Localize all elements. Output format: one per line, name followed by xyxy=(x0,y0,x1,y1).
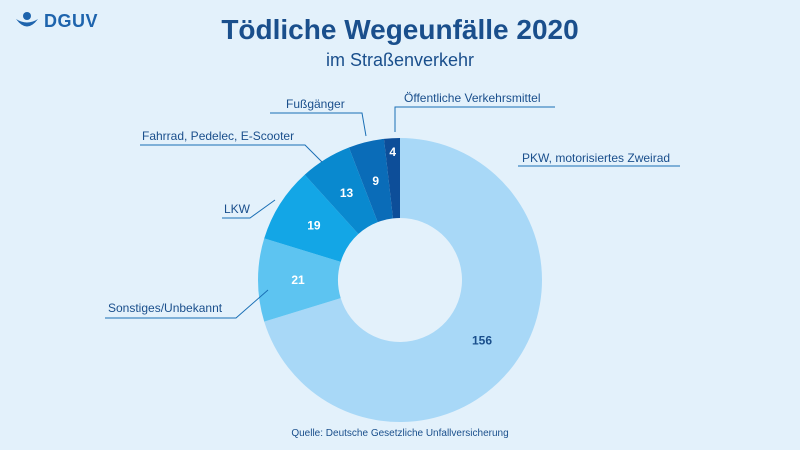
value-label-sonstiges-unbekannt: 21 xyxy=(291,273,305,287)
chart-title: Tödliche Wegeunfälle 2020 xyxy=(221,14,579,45)
leader-line-fussgaenger xyxy=(270,112,367,137)
slice-fahrrad-pedelec-e-scooter xyxy=(304,147,378,235)
category-label-fussgaenger: Fußgänger xyxy=(286,97,345,111)
logo-text: DGUV xyxy=(44,10,99,31)
leader-line-oeffentliche-verkehrsmittel xyxy=(394,106,555,132)
dguv-logo-icon xyxy=(16,12,38,27)
value-label-fussgaenger: 9 xyxy=(372,174,379,188)
value-label-lkw: 19 xyxy=(307,218,321,232)
dguv-logo: DGUV xyxy=(14,10,98,32)
slice-oeffentliche-verkehrsmittel xyxy=(383,138,400,219)
category-label-sonstiges-unbekannt: Sonstiges/Unbekannt xyxy=(108,301,223,315)
category-label-pkw-motorisiertes-zweirad: PKW, motorisiertes Zweirad xyxy=(522,151,670,165)
slice-lkw xyxy=(264,174,359,262)
chart-subtitle: im Straßenverkehr xyxy=(325,50,475,70)
leader-line-sonstiges-unbekannt xyxy=(105,289,269,319)
value-label-oeffentliche-verkehrsmittel: 4 xyxy=(389,145,396,159)
value-label-fahrrad-pedelec-e-scooter: 13 xyxy=(340,186,354,200)
slice-pkw-motorisiertes-zweirad xyxy=(264,138,543,422)
slice-sonstiges-unbekannt xyxy=(258,238,341,322)
source-note: Quelle: Deutsche Gesetzliche Unfallversi… xyxy=(291,428,509,439)
category-label-lkw: LKW xyxy=(224,202,251,216)
leader-line-lkw xyxy=(222,199,276,219)
category-label-oeffentliche-verkehrsmittel: Öffentliche Verkehrsmittel xyxy=(404,91,541,105)
category-label-fahrrad-pedelec-e-scooter: Fahrrad, Pedelec, E-Scooter xyxy=(142,129,294,143)
slice-fussgaenger xyxy=(348,138,393,223)
value-label-pkw-motorisiertes-zweirad: 156 xyxy=(472,334,492,348)
leader-line-fahrrad-pedelec-e-scooter xyxy=(140,144,323,163)
